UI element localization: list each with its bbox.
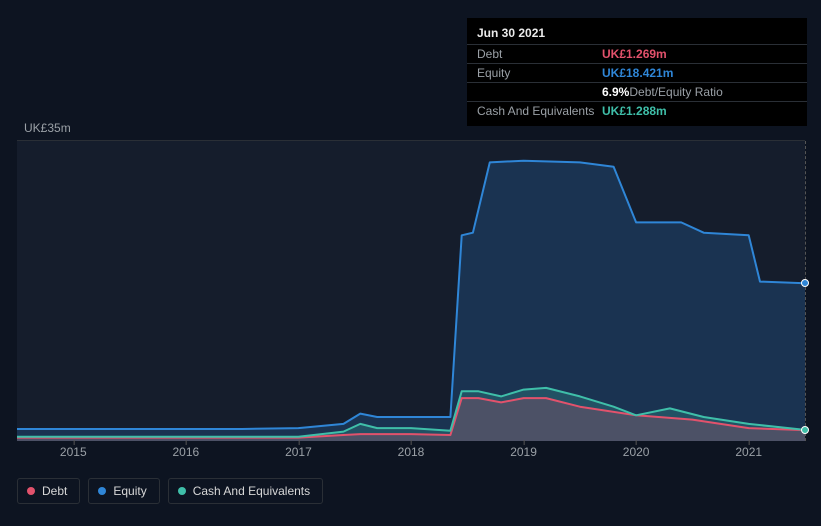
dot-icon [178,487,186,495]
legend-label: Cash And Equivalents [193,484,310,498]
x-tick: 2020 [623,445,650,459]
legend-label: Equity [113,484,146,498]
y-axis-max-label: UK£35m [24,121,71,135]
x-tick: 2017 [285,445,312,459]
legend-item-cash[interactable]: Cash And Equivalents [168,478,323,504]
chart-tooltip: Jun 30 2021 DebtUK£1.269mEquityUK£18.421… [467,18,807,126]
x-tick: 2018 [398,445,425,459]
tooltip-row-value: UK£1.269m [602,47,667,61]
x-tick: 2016 [172,445,199,459]
x-tick: 2019 [510,445,537,459]
legend-item-debt[interactable]: Debt [17,478,80,504]
legend-label: Debt [42,484,67,498]
tooltip-row: Cash And EquivalentsUK£1.288m [467,102,807,120]
cursor-dot-equity [801,279,809,287]
cursor-line [805,141,806,441]
cursor-dot-cash [801,426,809,434]
x-axis: 2015 2016 2017 2018 2019 2020 2021 [17,445,805,465]
x-tick: 2021 [735,445,762,459]
dot-icon [27,487,35,495]
tooltip-row-label: Cash And Equivalents [477,104,602,118]
tooltip-date: Jun 30 2021 [467,24,807,45]
tooltip-row: 6.9% Debt/Equity Ratio [467,83,807,102]
tooltip-row-label: Equity [477,66,602,80]
chart-area[interactable] [17,140,805,440]
tooltip-row-value: 6.9% [602,85,629,99]
chart-svg [17,141,805,441]
tooltip-row: DebtUK£1.269m [467,45,807,64]
tooltip-row-value: UK£18.421m [602,66,673,80]
tooltip-row-extra: Debt/Equity Ratio [629,85,722,99]
tooltip-row-value: UK£1.288m [602,104,667,118]
tooltip-row-label: Debt [477,47,602,61]
tooltip-row-label [477,85,602,99]
legend: Debt Equity Cash And Equivalents [17,478,323,504]
dot-icon [98,487,106,495]
tooltip-row: EquityUK£18.421m [467,64,807,83]
x-tick: 2015 [60,445,87,459]
legend-item-equity[interactable]: Equity [88,478,159,504]
